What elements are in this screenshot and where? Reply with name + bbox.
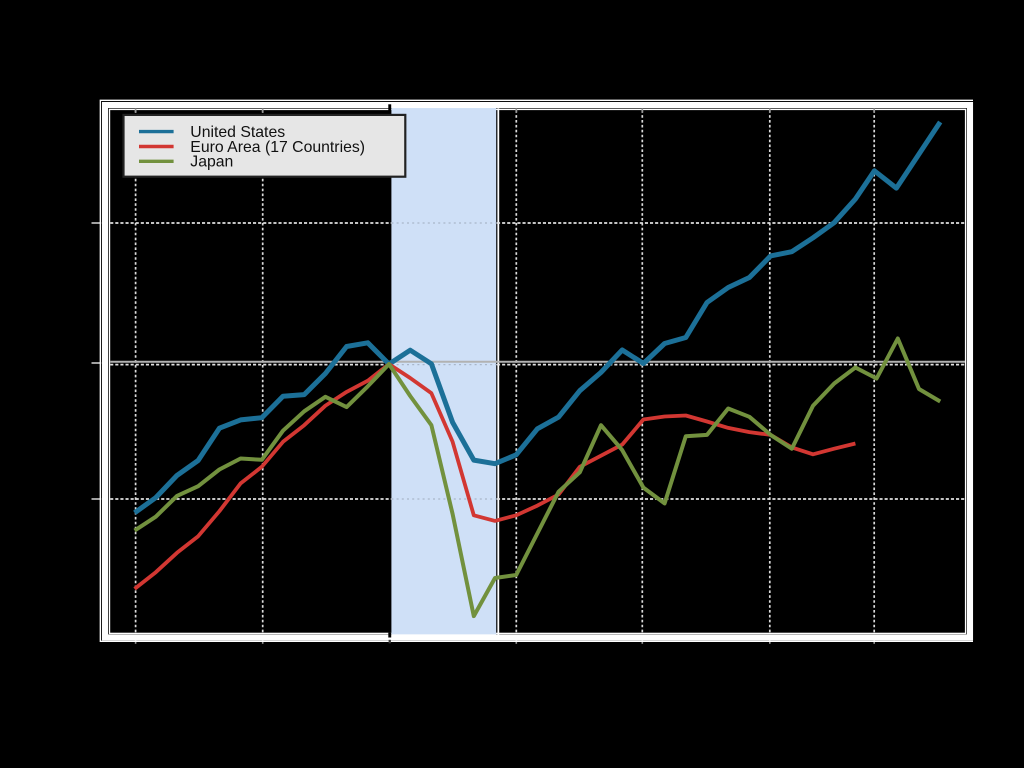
svg-text:United States: United States xyxy=(190,124,285,141)
svg-text:Japan: Japan xyxy=(190,154,233,171)
svg-text:Euro Area (17 Countries): Euro Area (17 Countries) xyxy=(190,139,365,156)
